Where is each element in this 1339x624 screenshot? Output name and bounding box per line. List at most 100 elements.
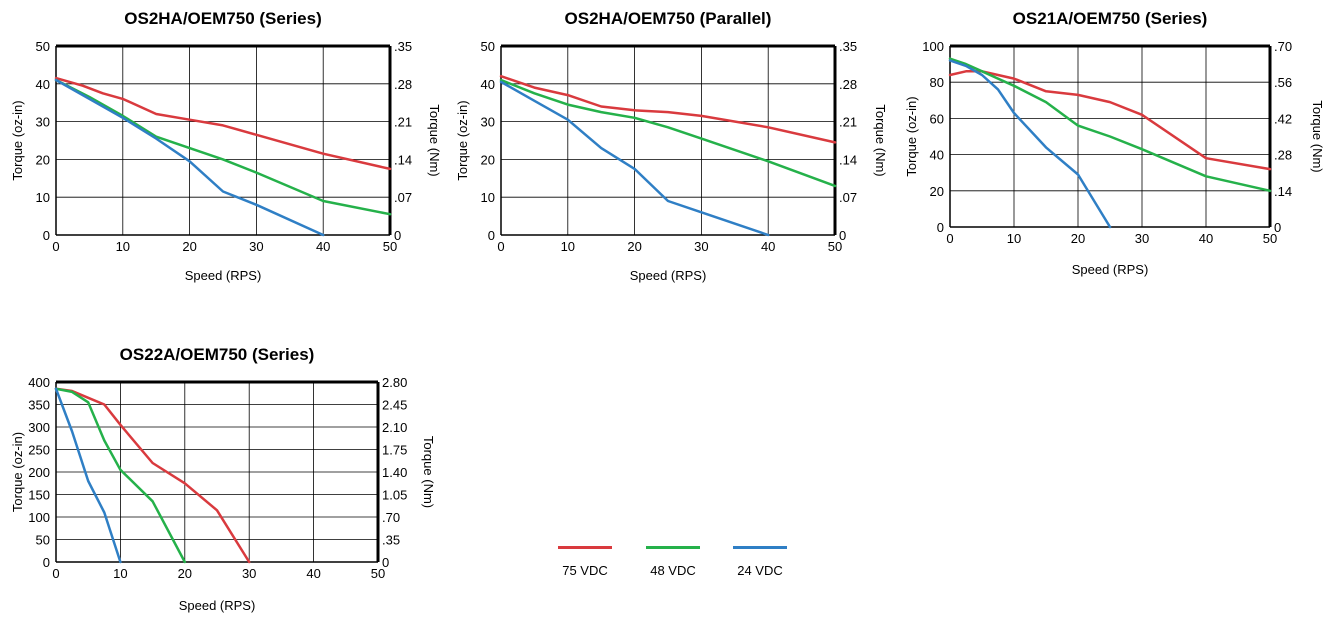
series-line-48vdc — [54, 78, 392, 216]
x-tick-label: 20 — [182, 239, 196, 254]
y-tick-label: 300 — [28, 420, 50, 435]
x-tick-label: 20 — [178, 566, 192, 581]
y2-axis-label: Torque (Nm) — [421, 436, 436, 508]
y-tick-label: 40 — [481, 77, 495, 92]
y-tick-label: 30 — [481, 115, 495, 130]
y-tick-label: 100 — [922, 39, 944, 54]
series-line-24vdc — [948, 59, 1112, 229]
y2-axis-label: Torque (Nm) — [873, 104, 888, 176]
y2-tick-label: 2.45 — [382, 398, 407, 413]
legend-swatch-48vdc — [646, 546, 700, 549]
y-tick-label: 20 — [36, 152, 50, 167]
series-line-75vdc — [499, 74, 837, 144]
y-tick-label: 250 — [28, 443, 50, 458]
legend-label-48vdc: 48 VDC — [650, 563, 696, 578]
x-axis-label: Speed (RPS) — [1072, 262, 1149, 277]
y-tick-label: 400 — [28, 375, 50, 390]
y2-tick-label: .14 — [1274, 184, 1292, 199]
chart-title: OS2HA/OEM750 (Parallel) — [565, 9, 772, 28]
y2-tick-label: .14 — [839, 152, 857, 167]
y2-tick-label: 2.80 — [382, 375, 407, 390]
y2-tick-label: .07 — [394, 190, 412, 205]
x-tick-label: 0 — [497, 239, 504, 254]
legend: 75 VDC 48 VDC 24 VDC — [555, 540, 805, 590]
legend-label-75vdc: 75 VDC — [562, 563, 608, 578]
chart-title: OS22A/OEM750 (Series) — [120, 345, 315, 364]
x-tick-label: 50 — [1263, 231, 1277, 246]
x-axis-label: Speed (RPS) — [185, 268, 262, 283]
series-line-48vdc — [499, 78, 837, 188]
y-axis-label: Torque (oz-in) — [10, 432, 25, 512]
y-tick-label: 200 — [28, 465, 50, 480]
y-tick-label: 50 — [36, 533, 50, 548]
series-line-48vdc — [948, 57, 1272, 193]
x-tick-label: 10 — [116, 239, 130, 254]
x-tick-label: 30 — [1135, 231, 1149, 246]
y-axis-label: Torque (oz-in) — [10, 100, 25, 180]
x-tick-label: 40 — [761, 239, 775, 254]
y-axis-label: Torque (oz-in) — [455, 100, 470, 180]
y-tick-label: 60 — [930, 111, 944, 126]
chart-2: OS2HA/OEM750 (Parallel)0 10 20 30 40 50010203… — [455, 9, 888, 283]
x-tick-label: 0 — [52, 239, 59, 254]
series-line-75vdc — [54, 76, 392, 171]
y-tick-label: 10 — [36, 190, 50, 205]
y2-tick-label: 1.75 — [382, 443, 407, 458]
y2-tick-label: 0 — [382, 555, 389, 570]
y2-tick-label: .35 — [394, 39, 412, 54]
x-tick-label: 20 — [627, 239, 641, 254]
chart-1: OS2HA/OEM750 (Series)0 10 20 30 40 5001020304… — [10, 9, 442, 283]
legend-label-24vdc: 24 VDC — [737, 563, 783, 578]
y2-tick-label: .35 — [839, 39, 857, 54]
legend-item-48vdc: 48 VDC — [643, 540, 703, 578]
x-tick-label: 30 — [242, 566, 256, 581]
y-tick-label: 50 — [481, 39, 495, 54]
legend-swatch-75vdc — [558, 546, 612, 549]
y-tick-label: 0 — [43, 555, 50, 570]
y2-axis-label: Torque (Nm) — [427, 104, 442, 176]
x-tick-label: 40 — [306, 566, 320, 581]
x-tick-label: 30 — [694, 239, 708, 254]
x-tick-label: 10 — [113, 566, 127, 581]
y-tick-label: 30 — [36, 115, 50, 130]
series-line-24vdc — [54, 387, 122, 564]
y2-tick-label: .28 — [394, 77, 412, 92]
x-tick-label: 20 — [1071, 231, 1085, 246]
chart-3: OS21A/OEM750 (Series)0 10 20 30 40 5002040608… — [904, 9, 1325, 277]
y-tick-label: 0 — [488, 228, 495, 243]
y2-tick-label: .28 — [839, 77, 857, 92]
x-tick-label: 10 — [561, 239, 575, 254]
y2-tick-label: .70 — [382, 510, 400, 525]
series-line-24vdc — [54, 78, 325, 237]
y2-tick-label: .07 — [839, 190, 857, 205]
y-tick-label: 50 — [36, 39, 50, 54]
x-tick-label: 40 — [316, 239, 330, 254]
x-axis-label: Speed (RPS) — [179, 598, 256, 613]
y2-tick-label: .28 — [1274, 148, 1292, 163]
x-tick-label: 50 — [383, 239, 397, 254]
x-tick-label: 0 — [52, 566, 59, 581]
y2-tick-label: 2.10 — [382, 420, 407, 435]
y-axis-label: Torque (oz-in) — [904, 96, 919, 176]
y-tick-label: 10 — [481, 190, 495, 205]
y2-tick-label: .70 — [1274, 39, 1292, 54]
x-tick-label: 50 — [828, 239, 842, 254]
x-tick-label: 10 — [1007, 231, 1021, 246]
y2-tick-label: .21 — [839, 115, 857, 130]
y-tick-label: 80 — [930, 75, 944, 90]
series-line-24vdc — [499, 80, 770, 237]
y2-tick-label: .21 — [394, 115, 412, 130]
y-tick-label: 0 — [43, 228, 50, 243]
series-line-48vdc — [54, 387, 187, 564]
legend-item-75vdc: 75 VDC — [555, 540, 615, 578]
x-tick-label: 0 — [946, 231, 953, 246]
y2-tick-label: 0 — [394, 228, 401, 243]
y-tick-label: 40 — [36, 77, 50, 92]
y-tick-label: 150 — [28, 488, 50, 503]
y-tick-label: 350 — [28, 398, 50, 413]
chart-title: OS2HA/OEM750 (Series) — [124, 9, 321, 28]
chart-4: OS22A/OEM750 (Series)0 10 20 30 40 5005010015… — [10, 345, 436, 613]
y2-tick-label: .42 — [1274, 111, 1292, 126]
series-line-75vdc — [54, 387, 251, 564]
